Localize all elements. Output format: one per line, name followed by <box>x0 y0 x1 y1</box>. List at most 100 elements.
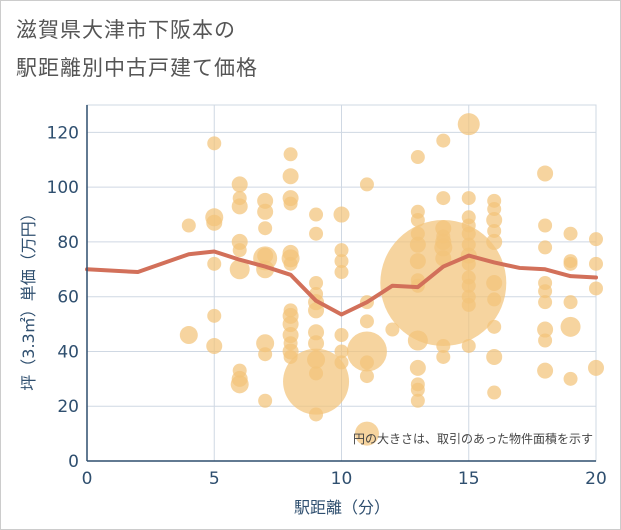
data-bubble <box>359 355 374 370</box>
data-bubble <box>334 243 349 258</box>
data-bubble <box>538 240 553 255</box>
data-bubble <box>359 177 374 192</box>
data-bubble <box>589 281 603 296</box>
data-bubble <box>435 250 452 267</box>
data-bubble <box>334 265 349 280</box>
data-bubble <box>461 338 476 353</box>
axes: 0 5 10 15 20 0 20 40 60 80 100 120 <box>47 105 607 489</box>
data-bubble <box>461 191 476 206</box>
data-bubble <box>257 192 274 209</box>
data-bubble <box>283 349 298 364</box>
data-bubble <box>409 253 426 270</box>
data-bubble <box>181 218 196 233</box>
data-bubble <box>487 319 502 334</box>
data-bubble <box>283 303 298 318</box>
data-bubble <box>486 233 503 250</box>
data-bubble <box>282 316 299 333</box>
data-bubble <box>436 191 451 206</box>
data-bubble <box>461 256 476 271</box>
data-bubble <box>206 214 223 231</box>
data-bubble <box>589 232 603 247</box>
chart-title-line2: 駅距離別中古戸建て価格 <box>16 56 258 80</box>
data-bubble <box>309 207 324 222</box>
data-bubble <box>487 385 502 400</box>
average-price-line <box>85 249 598 317</box>
data-bubble <box>229 259 250 280</box>
data-bubble <box>563 295 578 310</box>
data-bubble <box>308 302 325 319</box>
y-tick-label: 40 <box>57 342 79 362</box>
data-bubble <box>179 326 198 345</box>
data-bubble <box>359 369 374 384</box>
data-bubble <box>409 359 426 376</box>
data-bubble <box>309 366 324 381</box>
data-bubble <box>487 202 502 217</box>
x-tick-label: 20 <box>585 469 607 489</box>
data-bubble <box>537 362 554 379</box>
data-bubble <box>232 363 247 378</box>
data-bubble <box>333 206 350 223</box>
y-tick-label: 0 <box>68 452 79 472</box>
data-bubble <box>309 407 324 422</box>
data-bubble <box>436 338 451 353</box>
size-annotation: 円の大きさは、取引のあった物件面積を示す <box>353 431 593 446</box>
data-bubble <box>487 223 502 238</box>
y-axis-label: 坪（3.3㎡）単価（万円） <box>19 205 38 390</box>
data-bubble <box>334 355 349 370</box>
data-bubble <box>486 275 503 291</box>
data-bubble <box>258 347 273 362</box>
y-tick-label: 60 <box>57 288 79 308</box>
x-tick-label: 15 <box>458 469 480 489</box>
x-axis-label: 駅距離（分） <box>294 498 390 517</box>
data-bubble <box>207 136 222 151</box>
data-bubble <box>410 393 425 408</box>
data-bubble <box>207 256 222 271</box>
data-bubble <box>461 226 476 241</box>
bubble-series <box>179 113 604 446</box>
data-bubble <box>283 256 298 271</box>
data-bubble <box>232 243 247 258</box>
data-bubble <box>354 421 379 446</box>
data-bubble <box>283 348 350 415</box>
y-tick-label: 80 <box>57 233 79 253</box>
data-bubble <box>538 295 553 310</box>
data-bubble <box>410 213 425 228</box>
data-bubble <box>207 308 222 323</box>
data-bubble <box>436 349 451 364</box>
data-bubble <box>258 393 273 408</box>
data-bubble <box>537 321 554 338</box>
data-bubble <box>563 371 578 386</box>
data-bubble <box>589 256 603 271</box>
x-tick-label: 10 <box>331 469 353 489</box>
data-bubble <box>308 324 325 341</box>
chart-title-line1: 滋賀県大津市下阪本の <box>16 18 236 42</box>
data-bubble <box>436 133 451 148</box>
grid-lines <box>86 104 597 462</box>
data-bubble <box>588 359 604 376</box>
data-bubble <box>537 165 554 182</box>
data-bubble <box>410 150 425 165</box>
data-bubble <box>436 229 451 244</box>
data-bubble <box>258 221 273 236</box>
data-bubble <box>283 336 298 351</box>
x-tick-label: 0 <box>82 469 93 489</box>
data-bubble <box>538 284 553 299</box>
data-bubble <box>346 331 387 372</box>
data-bubble <box>538 333 553 348</box>
data-bubble <box>560 316 581 337</box>
data-bubble <box>231 176 248 193</box>
average-line-layer <box>85 249 598 317</box>
x-tick-label: 5 <box>209 469 220 489</box>
data-bubble <box>282 244 299 261</box>
data-bubble <box>461 297 476 312</box>
data-bubble <box>308 335 325 352</box>
y-tick-label: 20 <box>57 397 79 417</box>
data-bubble <box>334 254 349 269</box>
data-bubble <box>334 328 349 343</box>
data-bubble <box>410 226 425 241</box>
data-bubble <box>309 226 324 241</box>
data-bubble <box>283 196 298 211</box>
data-bubble <box>385 322 400 337</box>
data-bubble <box>256 334 275 353</box>
